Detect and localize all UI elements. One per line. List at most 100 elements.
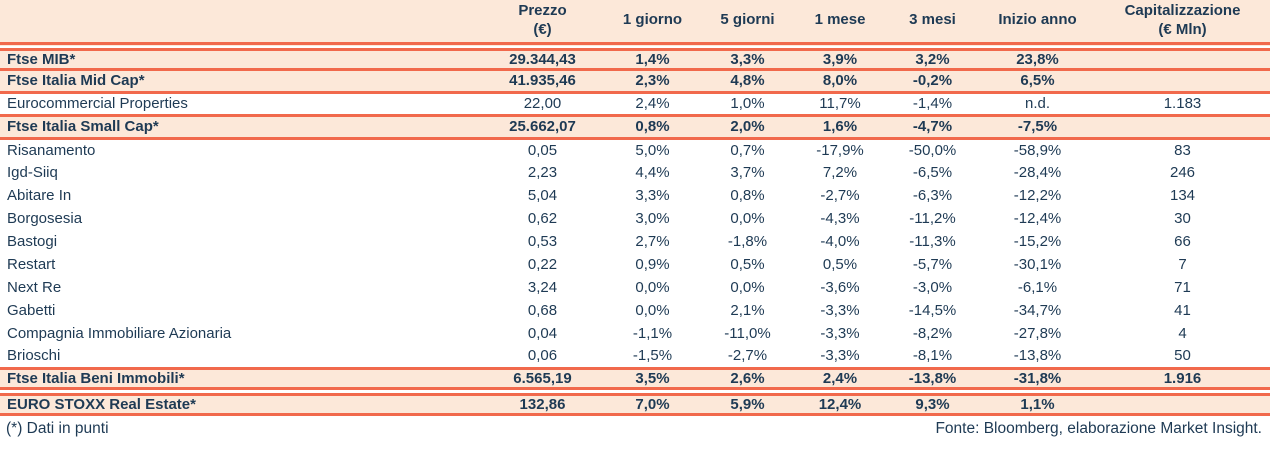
5-giorni-cell: 3,3% bbox=[700, 44, 795, 71]
3-mesi-cell: -6,5% bbox=[885, 161, 980, 184]
1-mese-cell: 11,7% bbox=[795, 92, 885, 115]
1-mese-cell: 1,6% bbox=[795, 113, 885, 140]
table-row-gabetti: Gabetti 0,68 0,0% 2,1% -3,3% -14,5% -34,… bbox=[0, 299, 1270, 322]
capitalizzazione-cell: 4 bbox=[1095, 322, 1270, 345]
prezzo-cell: 2,23 bbox=[480, 161, 605, 184]
1-giorno-cell: 2,7% bbox=[605, 230, 700, 253]
prezzo-cell: 0,53 bbox=[480, 230, 605, 253]
prezzo-cell: 0,62 bbox=[480, 207, 605, 230]
1-giorno-cell: 3,5% bbox=[605, 366, 700, 396]
table-footer: (*) Dati in punti Fonte: Bloomberg, elab… bbox=[0, 416, 1270, 438]
table-row-igd-siiq: Igd-Siiq 2,23 4,4% 3,7% 7,2% -6,5% -28,4… bbox=[0, 161, 1270, 184]
row-name-cell: Ftse Italia Beni Immobili* bbox=[0, 366, 480, 396]
row-name-cell: EURO STOXX Real Estate* bbox=[0, 389, 480, 416]
table-row-ftse-italia-small-cap: Ftse Italia Small Cap* 25.662,07 0,8% 2,… bbox=[0, 113, 1270, 140]
1-mese-cell: -2,7% bbox=[795, 184, 885, 207]
5-giorni-cell: 0,8% bbox=[700, 184, 795, 207]
5-giorni-cell: 0,7% bbox=[700, 138, 795, 161]
table-row-ftse-italia-beni-immobili: Ftse Italia Beni Immobili* 6.565,19 3,5%… bbox=[0, 366, 1270, 396]
row-name-cell: Abitare In bbox=[0, 184, 480, 207]
prezzo-cell: 3,24 bbox=[480, 276, 605, 299]
1-mese-cell: 7,2% bbox=[795, 161, 885, 184]
1-mese-cell: 0,5% bbox=[795, 253, 885, 276]
prezzo-cell: 22,00 bbox=[480, 92, 605, 115]
capitalizzazione-cell: 30 bbox=[1095, 207, 1270, 230]
3-mesi-cell: -13,8% bbox=[885, 366, 980, 396]
5-giorni-cell: -11,0% bbox=[700, 322, 795, 345]
source-note: Fonte: Bloomberg, elaborazione Market In… bbox=[935, 419, 1262, 437]
1-giorno-cell: 2,3% bbox=[605, 67, 700, 94]
inizio-anno-cell: n.d. bbox=[980, 92, 1095, 115]
column-header-5-giorni: 5 giorni bbox=[700, 0, 795, 51]
1-giorno-cell: -1,1% bbox=[605, 322, 700, 345]
capitalizzazione-cell: 50 bbox=[1095, 345, 1270, 368]
inizio-anno-cell: 6,5% bbox=[980, 67, 1095, 94]
inizio-anno-cell: -7,5% bbox=[980, 113, 1095, 140]
1-mese-cell: -3,3% bbox=[795, 345, 885, 368]
prezzo-cell: 6.565,19 bbox=[480, 366, 605, 396]
prezzo-cell: 0,68 bbox=[480, 299, 605, 322]
1-giorno-cell: 0,0% bbox=[605, 276, 700, 299]
1-giorno-cell: 1,4% bbox=[605, 44, 700, 71]
inizio-anno-cell: 1,1% bbox=[980, 389, 1095, 416]
prezzo-cell: 5,04 bbox=[480, 184, 605, 207]
column-header-1-mese: 1 mese bbox=[795, 0, 885, 51]
1-giorno-cell: 3,3% bbox=[605, 184, 700, 207]
1-giorno-cell: -1,5% bbox=[605, 345, 700, 368]
table-body: Ftse MIB* 29.344,43 1,4% 3,3% 3,9% 3,2% … bbox=[0, 44, 1270, 416]
3-mesi-cell: -0,2% bbox=[885, 67, 980, 94]
capitalizzazione-cell bbox=[1095, 113, 1270, 140]
table-header: Prezzo (€) 1 giorno 5 giorni 1 mese 3 me… bbox=[0, 0, 1270, 51]
1-mese-cell: 8,0% bbox=[795, 67, 885, 94]
inizio-anno-cell: -13,8% bbox=[980, 345, 1095, 368]
1-giorno-cell: 0,8% bbox=[605, 113, 700, 140]
table-row-euro-stoxx-real-estate: EURO STOXX Real Estate* 132,86 7,0% 5,9%… bbox=[0, 389, 1270, 416]
row-name-cell: Bastogi bbox=[0, 230, 480, 253]
table-row-eurocommercial-properties: Eurocommercial Properties 22,00 2,4% 1,0… bbox=[0, 92, 1270, 115]
5-giorni-cell: 0,5% bbox=[700, 253, 795, 276]
1-giorno-cell: 3,0% bbox=[605, 207, 700, 230]
3-mesi-cell: -8,2% bbox=[885, 322, 980, 345]
row-name-cell: Compagnia Immobiliare Azionaria bbox=[0, 322, 480, 345]
5-giorni-cell: -1,8% bbox=[700, 230, 795, 253]
prezzo-cell: 0,06 bbox=[480, 345, 605, 368]
inizio-anno-cell: -31,8% bbox=[980, 366, 1095, 396]
1-mese-cell: -3,6% bbox=[795, 276, 885, 299]
5-giorni-cell: 0,0% bbox=[700, 207, 795, 230]
inizio-anno-cell: -15,2% bbox=[980, 230, 1095, 253]
1-giorno-cell: 5,0% bbox=[605, 138, 700, 161]
5-giorni-cell: 3,7% bbox=[700, 161, 795, 184]
1-mese-cell: -3,3% bbox=[795, 299, 885, 322]
1-giorno-cell: 0,9% bbox=[605, 253, 700, 276]
prezzo-cell: 29.344,43 bbox=[480, 44, 605, 71]
column-header-name bbox=[0, 0, 480, 51]
row-name-cell: Ftse Italia Small Cap* bbox=[0, 113, 480, 140]
3-mesi-cell: -6,3% bbox=[885, 184, 980, 207]
table-row-abitare-in: Abitare In 5,04 3,3% 0,8% -2,7% -6,3% -1… bbox=[0, 184, 1270, 207]
prezzo-cell: 132,86 bbox=[480, 389, 605, 416]
capitalizzazione-cell: 1.916 bbox=[1095, 366, 1270, 396]
5-giorni-cell: 2,0% bbox=[700, 113, 795, 140]
3-mesi-cell: -5,7% bbox=[885, 253, 980, 276]
prezzo-cell: 0,05 bbox=[480, 138, 605, 161]
inizio-anno-cell: -58,9% bbox=[980, 138, 1095, 161]
1-giorno-cell: 7,0% bbox=[605, 389, 700, 416]
row-name-cell: Gabetti bbox=[0, 299, 480, 322]
1-giorno-cell: 4,4% bbox=[605, 161, 700, 184]
table-row-ftse-italia-mid-cap: Ftse Italia Mid Cap* 41.935,46 2,3% 4,8%… bbox=[0, 67, 1270, 94]
1-giorno-cell: 2,4% bbox=[605, 92, 700, 115]
footnote: (*) Dati in punti bbox=[6, 419, 109, 437]
capitalizzazione-cell: 246 bbox=[1095, 161, 1270, 184]
prezzo-cell: 25.662,07 bbox=[480, 113, 605, 140]
row-name-cell: Next Re bbox=[0, 276, 480, 299]
table-row-ftse-mib: Ftse MIB* 29.344,43 1,4% 3,3% 3,9% 3,2% … bbox=[0, 44, 1270, 71]
inizio-anno-cell: -27,8% bbox=[980, 322, 1095, 345]
inizio-anno-cell: 23,8% bbox=[980, 44, 1095, 71]
3-mesi-cell: -4,7% bbox=[885, 113, 980, 140]
table-row-bastogi: Bastogi 0,53 2,7% -1,8% -4,0% -11,3% -15… bbox=[0, 230, 1270, 253]
3-mesi-cell: -14,5% bbox=[885, 299, 980, 322]
prezzo-cell: 0,04 bbox=[480, 322, 605, 345]
1-giorno-cell: 0,0% bbox=[605, 299, 700, 322]
1-mese-cell: 12,4% bbox=[795, 389, 885, 416]
row-name-cell: Risanamento bbox=[0, 138, 480, 161]
